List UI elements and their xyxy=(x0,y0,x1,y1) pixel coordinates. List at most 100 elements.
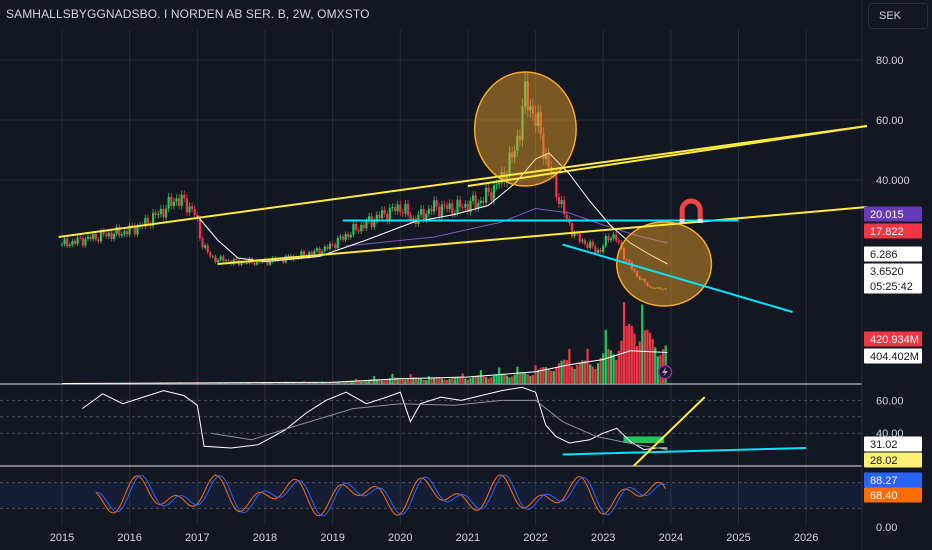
candle xyxy=(573,233,576,237)
top-circle[interactable] xyxy=(473,71,577,187)
rsi-tag-value[interactable]: 31.02 xyxy=(864,436,922,452)
yellow-channel-top[interactable] xyxy=(58,125,868,238)
yellow-upper-line[interactable] xyxy=(467,125,868,187)
price-tag-sma[interactable]: 17.822 xyxy=(864,223,922,239)
candle xyxy=(602,245,605,252)
volume-bar xyxy=(352,380,355,384)
time-axis-tick: 2019 xyxy=(320,532,344,544)
candle xyxy=(164,208,168,218)
rsi-breakout[interactable] xyxy=(630,396,706,469)
volume-tag-current[interactable]: 420.934M xyxy=(864,331,922,347)
candle xyxy=(92,233,95,240)
volume-bar xyxy=(310,382,313,384)
volume-tag-ma[interactable]: 404.402M xyxy=(864,348,922,364)
candle xyxy=(474,195,477,209)
volume-bar xyxy=(190,383,194,384)
volume-bar xyxy=(656,356,659,384)
candle xyxy=(334,244,337,249)
candle xyxy=(198,218,202,239)
candle xyxy=(498,182,501,185)
price-tag-value[interactable]: 6.286 xyxy=(864,246,922,262)
volume-bar xyxy=(591,366,594,384)
volume-bar xyxy=(643,330,646,384)
rsi-axis-tick: 60.00 xyxy=(876,395,904,407)
volume-bar xyxy=(586,348,589,384)
currency-selector[interactable]: SEK xyxy=(868,3,928,29)
rsi-support[interactable] xyxy=(562,446,807,456)
candle xyxy=(422,208,425,220)
volume-bar xyxy=(331,381,334,384)
candle xyxy=(641,279,644,280)
price-tag-last[interactable]: 3.6520 05:25:42 xyxy=(864,263,922,294)
candle xyxy=(544,153,548,160)
volume-bar xyxy=(568,349,571,384)
candle xyxy=(370,216,373,227)
candle xyxy=(352,223,355,235)
candle xyxy=(256,260,259,265)
candle xyxy=(89,236,92,240)
volume-bar xyxy=(243,382,246,384)
volume-tag-ma-text: 404.402M xyxy=(870,351,919,363)
green-zone[interactable] xyxy=(623,436,665,444)
time-axis-tick: 2016 xyxy=(117,532,141,544)
candle xyxy=(193,208,196,215)
candle xyxy=(266,259,269,265)
candle xyxy=(282,259,285,263)
candle xyxy=(136,226,139,235)
volume-bar xyxy=(328,381,332,384)
candle xyxy=(240,262,243,265)
volume-bar xyxy=(589,364,592,384)
candle xyxy=(591,241,594,247)
candle xyxy=(586,244,589,248)
volume-bar xyxy=(170,383,173,384)
bottom-circle[interactable] xyxy=(615,221,713,307)
candle xyxy=(253,262,256,265)
candle xyxy=(73,240,77,244)
yellow-channel-bottom[interactable] xyxy=(217,206,868,265)
volume-bar xyxy=(266,382,269,384)
volume-bar xyxy=(487,378,490,384)
price-tag-long-ma[interactable]: 20.015 xyxy=(864,206,922,222)
candle xyxy=(159,208,162,215)
candle xyxy=(557,197,561,205)
rsi-tag-value-text: 31.02 xyxy=(870,439,898,451)
volume-bar xyxy=(651,338,654,384)
volume-bar xyxy=(513,374,516,384)
lightning-alert-icon[interactable] xyxy=(657,364,673,380)
volume-bar xyxy=(422,379,425,384)
candle xyxy=(406,203,410,216)
volume-bar xyxy=(193,383,196,384)
volume-bar xyxy=(263,382,267,384)
stoch-tag-d[interactable]: 68.40 xyxy=(864,487,922,503)
volume-bar xyxy=(393,377,397,384)
stoch-tag-k[interactable]: 88.27 xyxy=(864,472,922,488)
candle xyxy=(521,106,524,141)
volume-bar xyxy=(641,304,644,384)
volume-bar xyxy=(448,378,451,384)
candle xyxy=(487,187,490,192)
candle xyxy=(495,184,498,186)
candle xyxy=(448,203,451,209)
volume-bar xyxy=(438,377,441,384)
volume-bar xyxy=(440,378,443,384)
candle xyxy=(622,248,626,260)
volume-bar xyxy=(581,360,584,384)
volume-bar xyxy=(563,359,566,384)
cyan-support[interactable] xyxy=(562,243,793,313)
candle xyxy=(326,246,329,249)
magnet-icon[interactable] xyxy=(679,198,703,223)
candle xyxy=(86,236,90,239)
candle xyxy=(581,240,584,242)
volume-bar xyxy=(427,376,430,384)
candle xyxy=(71,240,74,245)
candle xyxy=(500,172,503,183)
volume-bar xyxy=(217,382,220,384)
candle xyxy=(638,276,641,280)
candle xyxy=(123,231,126,235)
candle xyxy=(401,212,404,214)
candle xyxy=(214,256,217,263)
rsi-tag-signal[interactable]: 28.02 xyxy=(864,452,922,468)
candle xyxy=(492,185,496,201)
